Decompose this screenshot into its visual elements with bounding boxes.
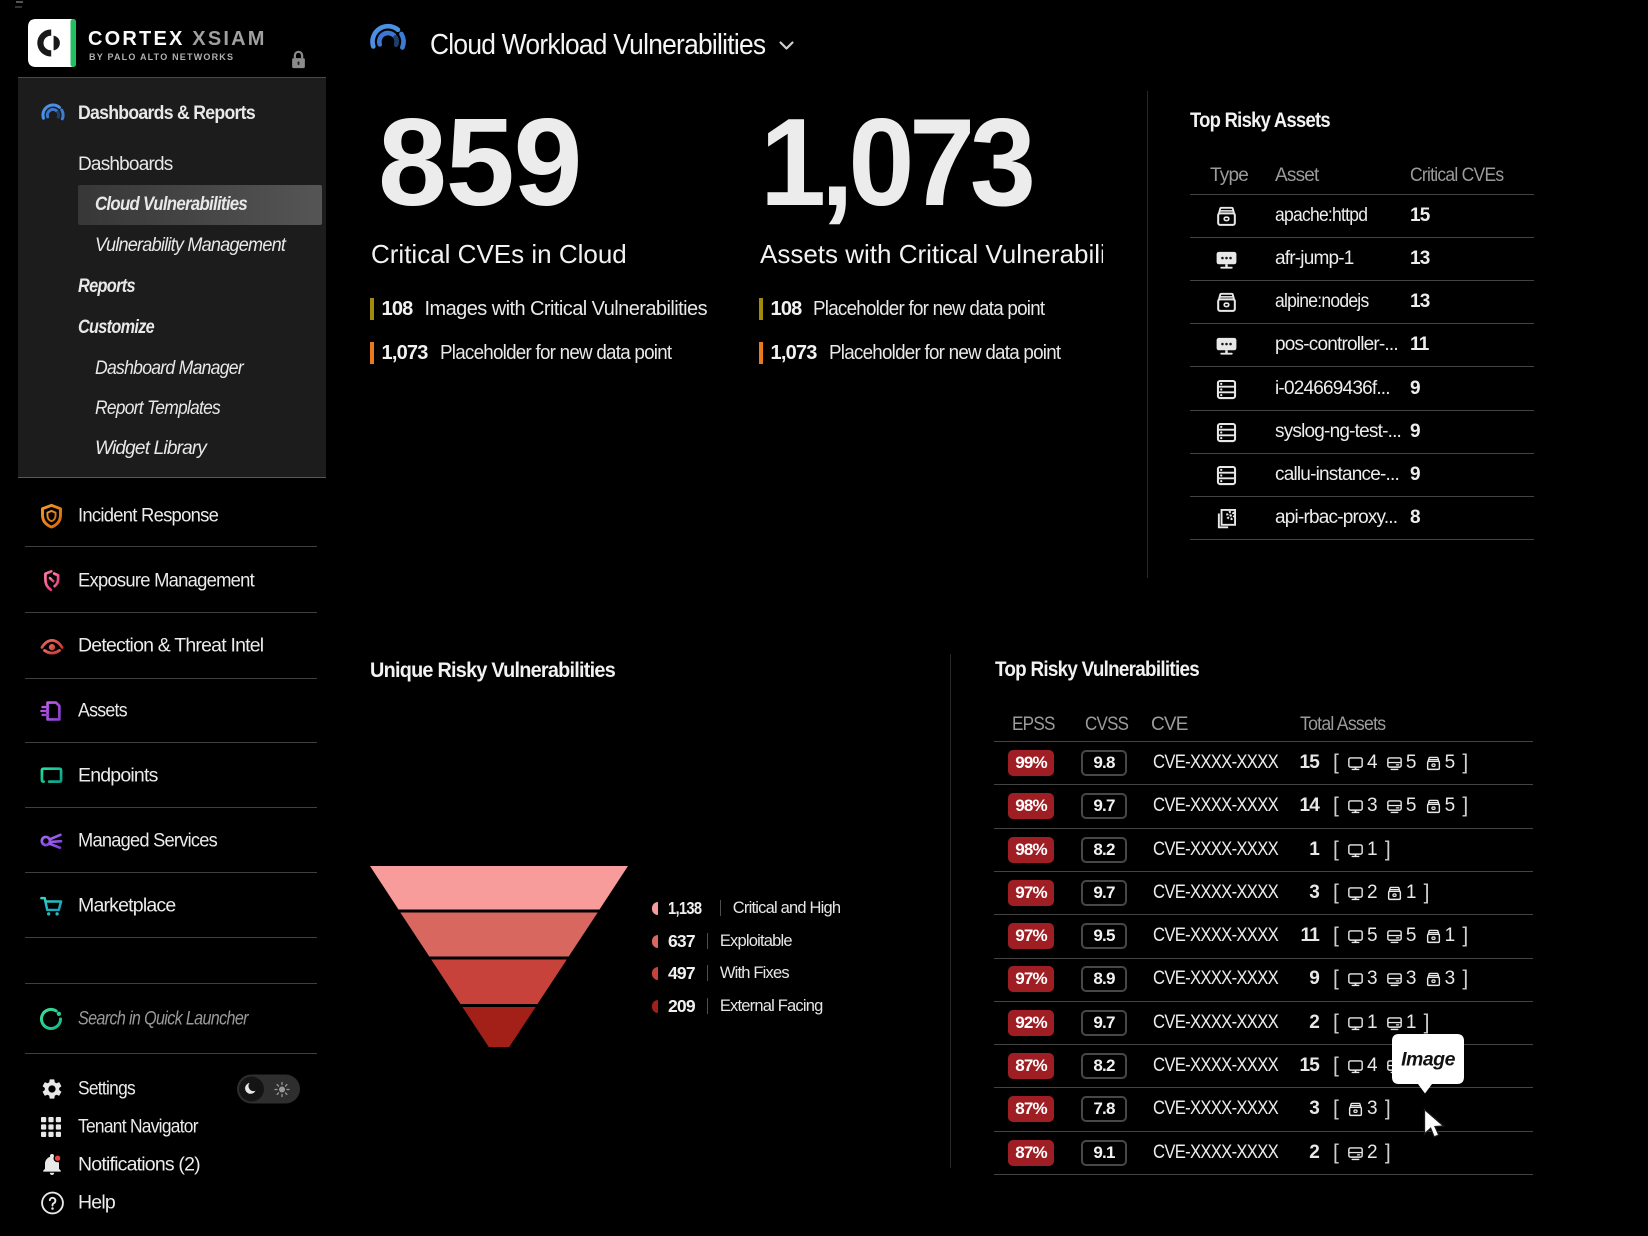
- svg-text:Image: Image: [1401, 1049, 1456, 1071]
